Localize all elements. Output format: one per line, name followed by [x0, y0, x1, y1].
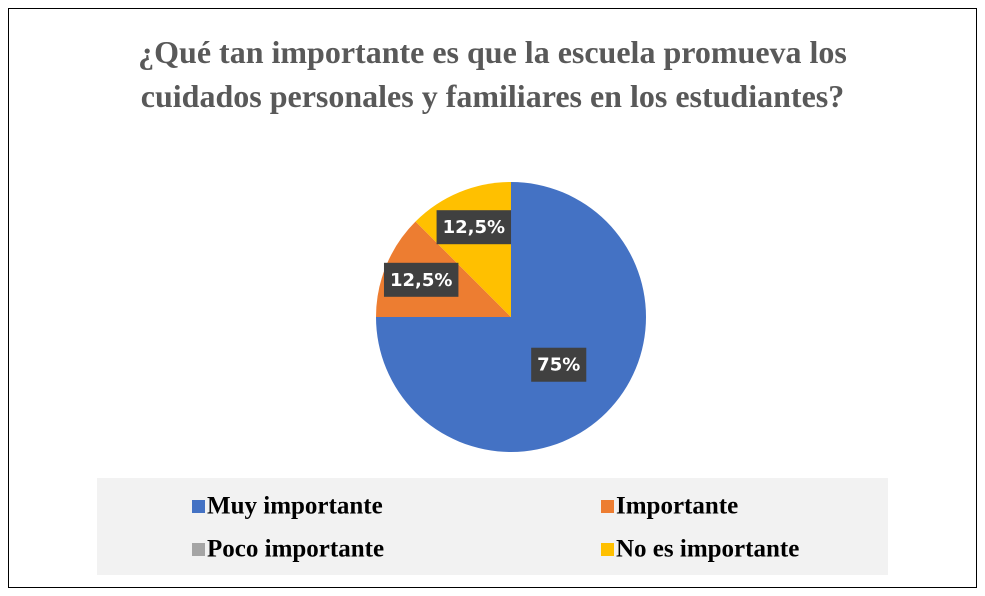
- legend-swatch: [601, 543, 614, 556]
- data-label-box: [383, 262, 459, 297]
- legend-swatch: [192, 543, 205, 556]
- legend-box: [97, 478, 888, 575]
- data-label-box: [436, 210, 512, 245]
- chart-border: [8, 8, 977, 588]
- data-label: 75%: [537, 355, 580, 376]
- legend-label: Importante: [616, 493, 738, 520]
- legend-label: Poco importante: [207, 536, 384, 563]
- legend-label: Muy importante: [207, 493, 383, 520]
- legend-swatch: [192, 500, 205, 513]
- legend-label: No es importante: [616, 536, 799, 563]
- data-label: 12,5%: [390, 270, 452, 291]
- legend-swatch: [601, 500, 614, 513]
- chart-title: ¿Qué tan importante es que la escuela pr…: [138, 34, 847, 114]
- data-label: 12,5%: [443, 217, 505, 238]
- data-label-box: [531, 347, 587, 382]
